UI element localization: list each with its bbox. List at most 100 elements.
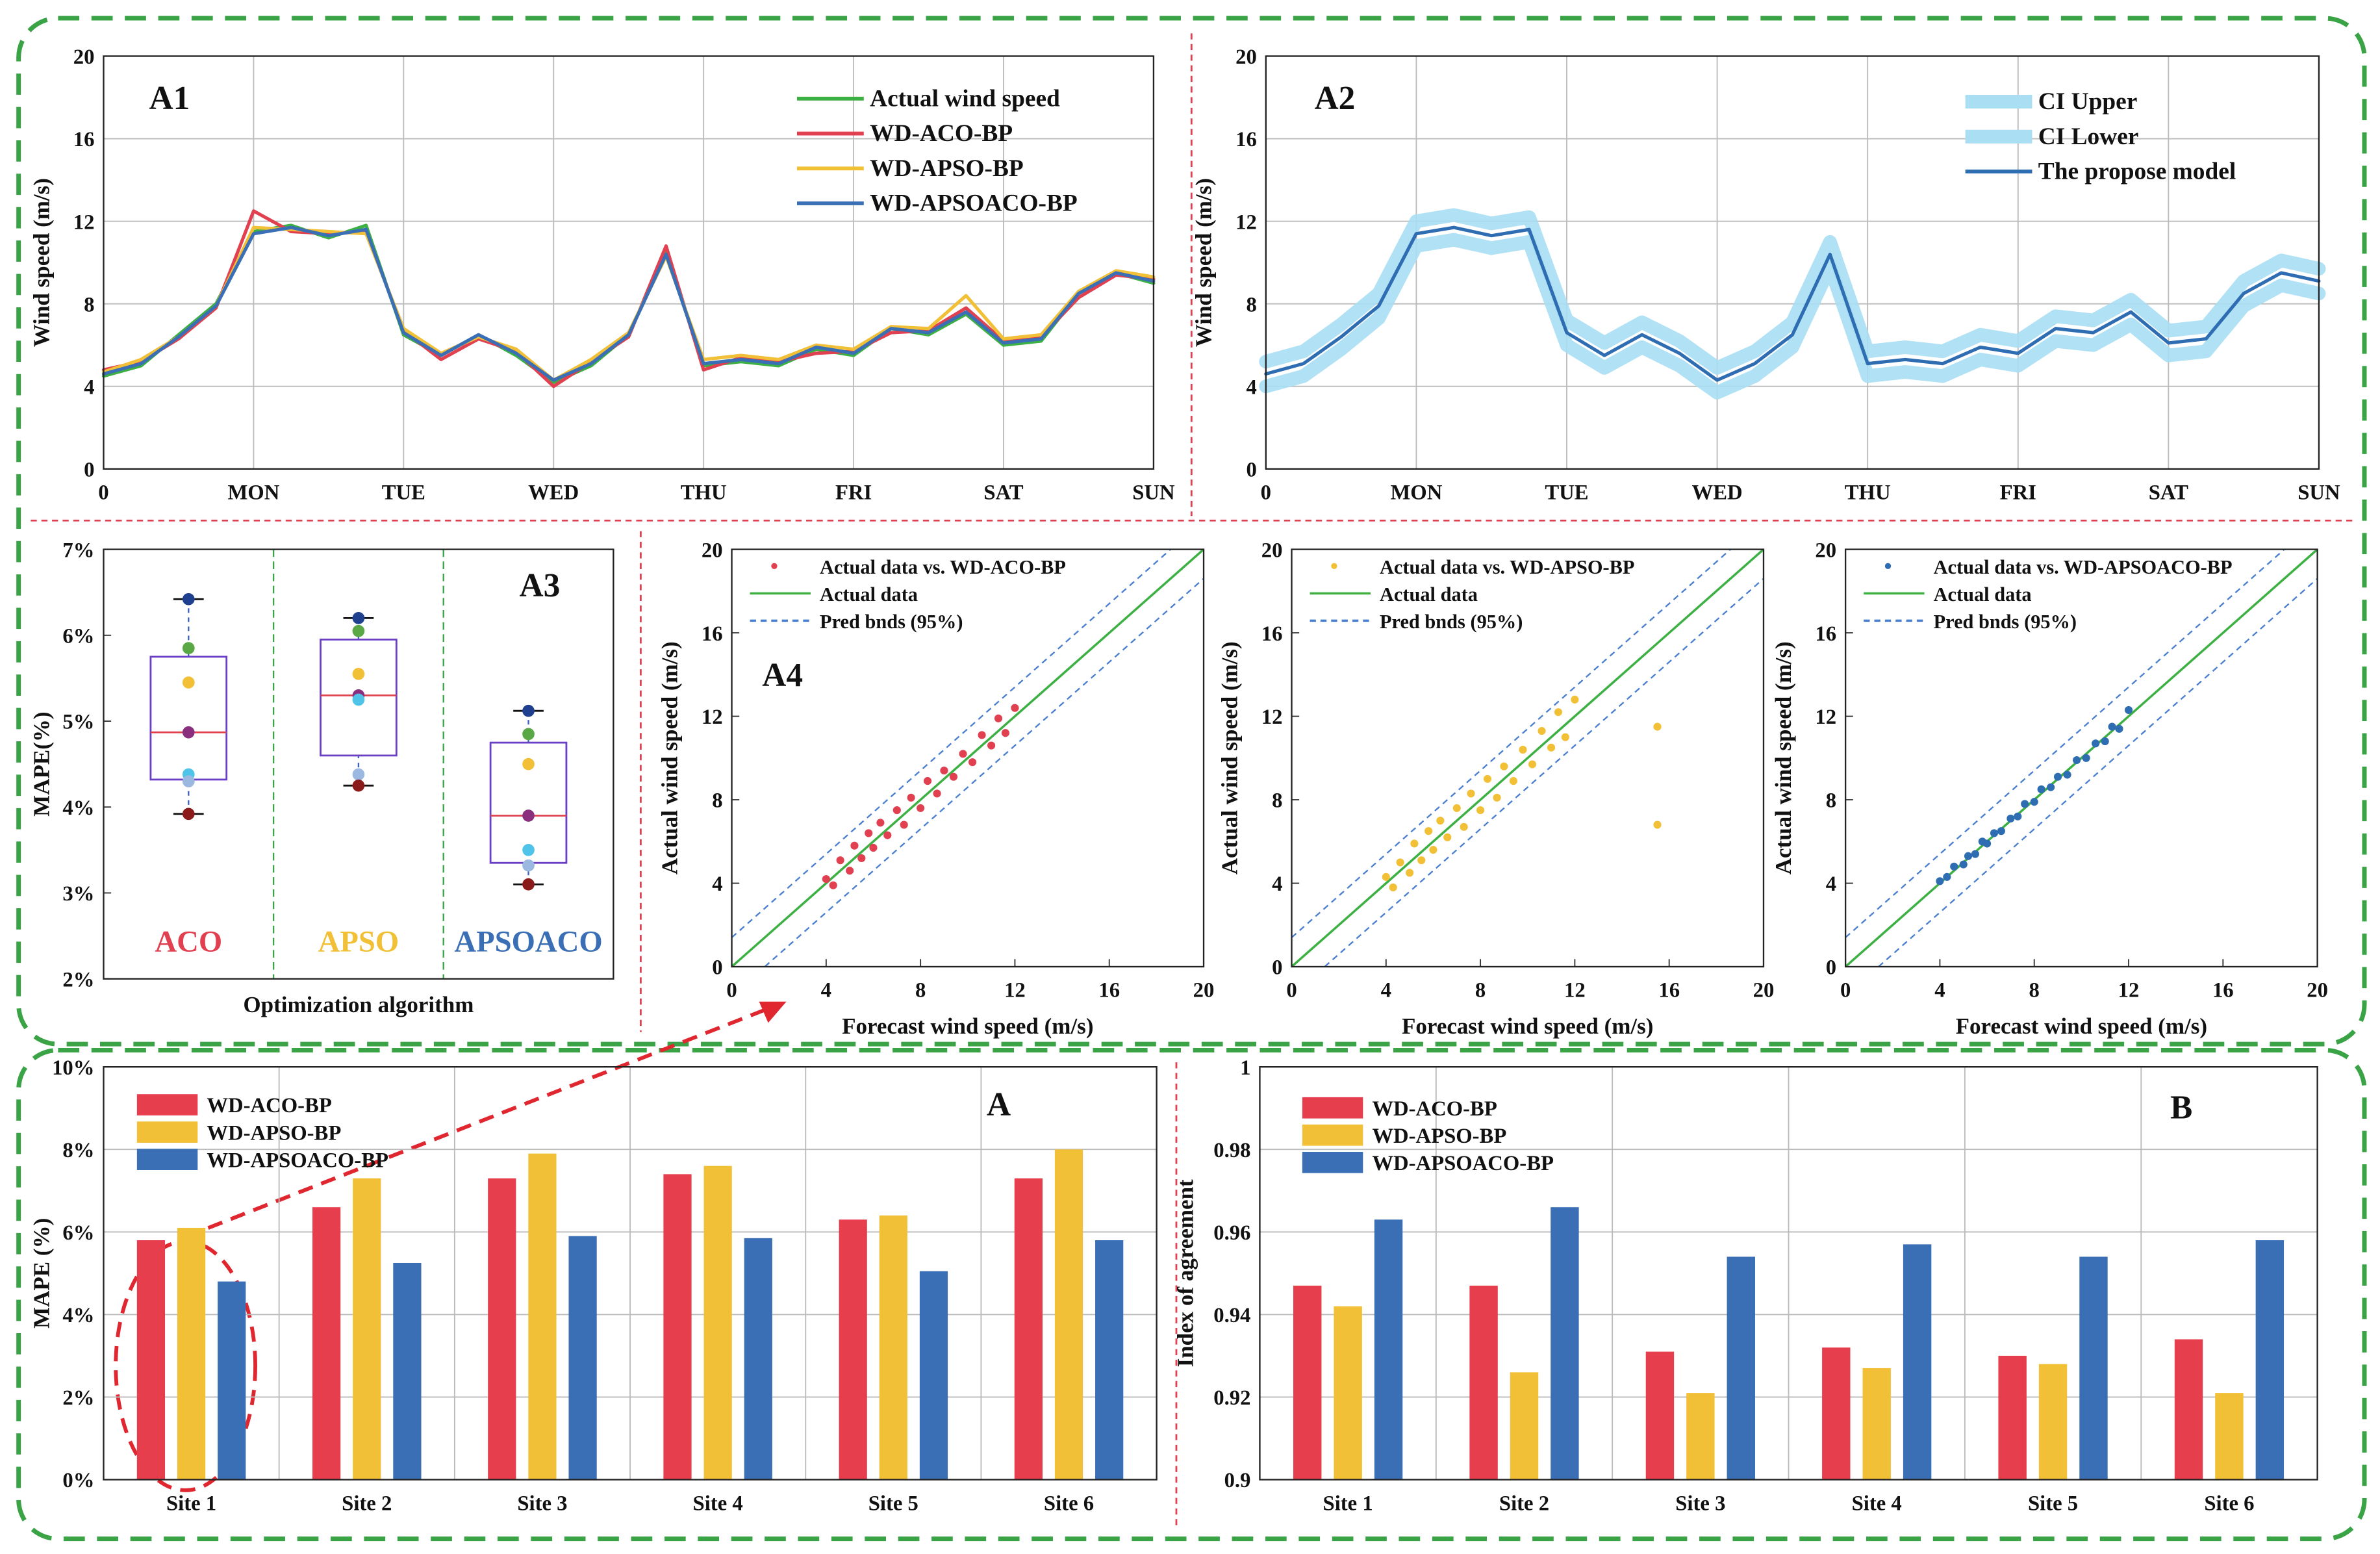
y-tick-label: 2% xyxy=(62,968,94,991)
x-tick-label: 0 xyxy=(1261,481,1271,505)
bar xyxy=(136,1240,166,1480)
scatter-point xyxy=(2115,724,2123,733)
scatter-point xyxy=(857,854,866,863)
scatter-point xyxy=(1424,827,1433,835)
prediction-bound xyxy=(1878,578,2318,967)
bar xyxy=(568,1236,597,1480)
x-tick-label: Site 3 xyxy=(517,1492,567,1515)
y-tick-label: 12 xyxy=(1235,210,1257,234)
y-tick-label: 8 xyxy=(1272,789,1282,813)
box-point xyxy=(522,704,535,717)
box-point xyxy=(352,667,365,680)
y-tick-label: 12 xyxy=(73,210,95,234)
x-tick-label: 20 xyxy=(2307,979,2328,1002)
bar xyxy=(1014,1178,1043,1480)
prediction-bound xyxy=(1324,578,1764,967)
y-tick-label: 20 xyxy=(1261,539,1283,562)
box-point xyxy=(352,779,365,792)
bar xyxy=(1293,1285,1322,1480)
box-point xyxy=(352,612,365,624)
legend-label: Actual data vs. WD-ACO-BP xyxy=(820,556,1066,578)
y-tick-label: 0 xyxy=(1272,956,1282,980)
scatter-point xyxy=(836,856,844,865)
plot-frame xyxy=(103,1065,1158,1481)
box-point xyxy=(522,844,535,856)
x-tick-label: Site 4 xyxy=(693,1492,743,1515)
box-point xyxy=(352,768,365,781)
legend-label: WD-APSO-BP xyxy=(870,155,1024,182)
y-tick-label: 20 xyxy=(702,539,723,562)
x-tick-label: 4 xyxy=(821,979,831,1002)
scatter-point xyxy=(1436,817,1445,825)
y-tick-label: 0.96 xyxy=(1213,1221,1250,1245)
y-axis-label: Wind speed (m/s) xyxy=(29,178,54,347)
x-tick-label: Site 5 xyxy=(868,1492,918,1515)
y-tick-label: 0.92 xyxy=(1213,1386,1250,1410)
panel-title: A3 xyxy=(520,567,561,604)
y-tick-label: 20 xyxy=(1235,45,1257,69)
scatter-point xyxy=(1467,789,1475,798)
scatter-point xyxy=(1943,873,1951,881)
scatter-point xyxy=(1964,852,1973,860)
y-axis-label: Actual wind speed (m/s) xyxy=(1771,641,1796,874)
scatter-point xyxy=(1493,793,1501,802)
scatter-point xyxy=(1476,806,1485,815)
y-tick-label: 4 xyxy=(1246,376,1256,399)
x-tick-label: FRI xyxy=(835,481,872,505)
y-tick-label: 4 xyxy=(1826,873,1836,896)
x-tick-label: 20 xyxy=(1753,979,1775,1002)
y-tick-label: 12 xyxy=(1261,706,1283,729)
scatter-point xyxy=(1653,722,1662,731)
scatter-point xyxy=(1410,839,1419,848)
legend-label: WD-APSOACO-BP xyxy=(207,1149,388,1172)
scatter-point xyxy=(1382,873,1390,881)
scatter-point xyxy=(1452,804,1461,812)
box-point xyxy=(522,728,535,741)
scatter-point xyxy=(968,758,977,767)
scatter-point xyxy=(2092,739,2100,748)
arrow-head xyxy=(759,1001,787,1023)
scatter-point xyxy=(2124,706,2133,715)
y-axis-label: MAPE(%) xyxy=(29,711,54,816)
legend-label: WD-APSO-BP xyxy=(207,1121,341,1145)
scatter-point xyxy=(846,867,854,875)
y-axis-label: Wind speed (m/s) xyxy=(1191,178,1217,347)
y-tick-label: 8% xyxy=(62,1139,94,1162)
scatter-point xyxy=(1982,839,1992,848)
bar xyxy=(919,1271,948,1480)
bar xyxy=(177,1227,206,1480)
y-tick-label: 3% xyxy=(62,882,94,906)
scatter-point xyxy=(2073,756,2081,765)
reference-line xyxy=(1291,548,1765,968)
bar xyxy=(528,1153,557,1480)
bar xyxy=(663,1174,692,1480)
scatter-point xyxy=(1990,829,1999,837)
legend-label: Actual data xyxy=(820,583,918,605)
bar xyxy=(1551,1207,1579,1480)
x-tick-label: 0 xyxy=(726,979,737,1002)
box-point xyxy=(522,859,535,872)
bar xyxy=(1686,1393,1715,1480)
box-point xyxy=(182,642,195,654)
bar xyxy=(2255,1240,2285,1480)
scatter-point xyxy=(2101,737,2109,746)
scatter-point xyxy=(2108,722,2116,731)
scatter-point xyxy=(850,841,859,850)
bar xyxy=(744,1238,772,1480)
bar xyxy=(1334,1306,1362,1480)
x-tick-label: WED xyxy=(1692,481,1743,505)
y-tick-label: 8 xyxy=(712,789,722,813)
y-tick-label: 12 xyxy=(702,706,723,729)
bar xyxy=(1510,1372,1539,1480)
x-tick-label: 8 xyxy=(1475,979,1486,1002)
scatter-point xyxy=(907,793,915,802)
x-tick-label: 16 xyxy=(1098,979,1120,1002)
y-tick-label: 8 xyxy=(1826,789,1836,813)
x-tick-label: WED xyxy=(528,481,579,505)
legend-swatch xyxy=(1302,1151,1363,1173)
y-tick-label: 12 xyxy=(1815,706,1836,729)
scatter-point xyxy=(1001,729,1009,737)
bar xyxy=(393,1262,422,1480)
legend-swatch xyxy=(1302,1124,1363,1146)
